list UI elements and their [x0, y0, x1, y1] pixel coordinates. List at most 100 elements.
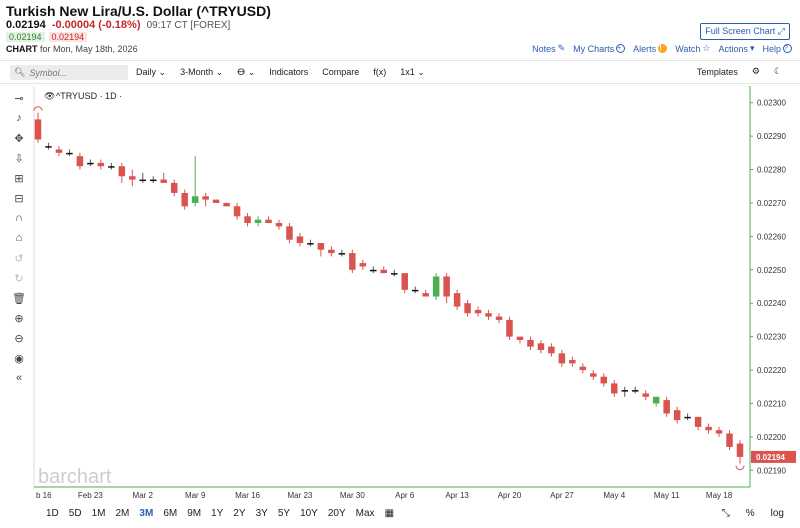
full-screen-chart-button[interactable]: Full Screen Chart ⤢ — [700, 23, 790, 40]
fx-button[interactable]: f(x) — [373, 67, 387, 77]
layout-select[interactable]: 1x1 ⌄ — [400, 67, 425, 78]
candle-body — [422, 293, 429, 297]
help-icon: ? — [783, 44, 792, 53]
candle — [307, 239, 314, 247]
range-buttons: 1D 5D 1M 2M 3M 6M 9M 1Y 2Y 3Y 5Y 10Y 20Y Max ▦ — [46, 508, 394, 519]
range-select[interactable]: 3-Month ⌄ — [180, 67, 223, 78]
shape-tool-icon[interactable]: ✥ — [14, 132, 24, 145]
range-button-1m[interactable]: 1M — [91, 508, 106, 519]
range-button-5d[interactable]: 5D — [68, 508, 82, 519]
x-tick-label: Feb 23 — [78, 491, 103, 500]
theme-toggle-icon[interactable]: ☾ — [773, 66, 782, 76]
range-button-3y[interactable]: 3Y — [255, 508, 268, 519]
measure-tool-icon[interactable]: ⊞ — [14, 172, 24, 185]
candle-body — [485, 313, 492, 317]
help-label: Help — [762, 43, 781, 54]
fib-tool-icon[interactable]: ♪ — [16, 112, 22, 124]
candle-body — [548, 346, 555, 354]
last-price: 0.02194 — [6, 19, 46, 31]
interval-select[interactable]: Daily ⌄ — [136, 67, 166, 78]
chart-grid — [33, 86, 751, 488]
my-charts-label: My Charts — [573, 43, 615, 54]
range-button-max[interactable]: Max — [355, 508, 375, 519]
candle-body — [611, 383, 618, 394]
log-toggle[interactable]: log — [770, 508, 784, 519]
chart-type-select[interactable]: ⴱ ⌄ — [237, 67, 255, 78]
candle-body — [390, 273, 398, 275]
percent-toggle[interactable]: % — [745, 508, 755, 519]
actions-menu[interactable]: Actions ▾ — [718, 43, 754, 54]
watch-link[interactable]: Watch ☆ — [675, 43, 710, 54]
candle — [506, 316, 513, 340]
candle — [726, 430, 733, 451]
range-button-1y[interactable]: 1Y — [211, 508, 224, 519]
candle — [328, 246, 335, 257]
eye-icon[interactable]: ◉ — [14, 352, 24, 365]
candle-body — [474, 309, 482, 314]
candle — [45, 142, 52, 150]
range-button-10y[interactable]: 10Y — [300, 508, 318, 519]
my-charts-link[interactable]: My Charts + — [573, 43, 626, 54]
candle-body — [181, 192, 188, 207]
redo-icon[interactable]: ↻ — [14, 272, 24, 285]
range-button-3m[interactable]: 3M — [139, 508, 154, 519]
range-button-20y[interactable]: 20Y — [327, 508, 346, 519]
alerts-link[interactable]: Alerts! — [633, 44, 668, 54]
candle — [66, 149, 73, 157]
zoom-out-icon[interactable]: ⊖ — [14, 332, 24, 345]
candle — [453, 289, 461, 310]
quote-line: 0.02194 -0.00004 (-0.18%) 09:17 CT [FORE… — [6, 19, 230, 31]
y-tick-label: 0.02280 — [757, 166, 786, 175]
calendar-icon[interactable]: ▦ — [384, 508, 395, 519]
candle — [181, 189, 188, 210]
range-label: 3-Month — [180, 67, 214, 77]
range-button-2y[interactable]: 2Y — [233, 508, 246, 519]
candle-body — [537, 343, 545, 350]
notes-link[interactable]: Notes ✎ — [532, 43, 565, 54]
candle-body — [652, 396, 660, 404]
symbol-search[interactable]: 🔍︎ — [10, 65, 128, 80]
range-button-1d[interactable]: 1D — [46, 508, 59, 519]
range-button-5y[interactable]: 5Y — [277, 508, 291, 519]
line-tool-icon[interactable]: ⊸ — [14, 92, 24, 105]
x-axis: b 16 Feb 23 Mar 2 Mar 9 Mar 16 Mar 23 Mar 30 Ap… — [36, 491, 733, 500]
magnet-icon[interactable]: ∩ — [15, 212, 23, 224]
y-tick-label: 0.02200 — [757, 433, 786, 442]
x-tick-label: May 4 — [603, 491, 625, 500]
visibility-eye-icon[interactable]: 👁︎ — [44, 91, 55, 101]
candle-body — [129, 176, 136, 180]
range-button-6m[interactable]: 6M — [163, 508, 178, 519]
candle — [621, 386, 628, 397]
candle — [422, 289, 429, 297]
candle-body — [328, 249, 335, 254]
candle-body — [715, 430, 723, 434]
candle — [223, 202, 230, 207]
alert-icon: ! — [658, 44, 668, 53]
candle — [34, 112, 42, 143]
indicators-button[interactable]: Indicators — [269, 67, 309, 77]
pattern-tool-icon[interactable]: ⊟ — [14, 192, 24, 205]
templates-button[interactable]: Templates — [696, 66, 738, 77]
candle-body — [66, 152, 73, 155]
gear-icon[interactable]: ⚙ — [751, 66, 760, 76]
candle — [380, 266, 388, 274]
range-button-2m[interactable]: 2M — [115, 508, 130, 519]
candle-body — [464, 303, 471, 314]
price-chart[interactable]: 0.02190 0.02200 0.02210 0.02220 0.02230 0.022… — [0, 86, 800, 502]
star-icon: ☆ — [702, 43, 711, 53]
candle — [87, 159, 94, 167]
trash-icon[interactable]: 🗑︎ — [12, 292, 26, 305]
candle-body — [432, 276, 440, 297]
arrow-tool-icon[interactable]: ⇩ — [14, 152, 24, 165]
range-button-9m[interactable]: 9M — [187, 508, 202, 519]
help-link[interactable]: Help? — [762, 44, 792, 54]
last-price-badge-label: 0.02194 — [756, 453, 785, 462]
expand-icon[interactable]: ⤡ — [721, 508, 730, 519]
collapse-icon[interactable]: « — [15, 372, 23, 384]
compare-button[interactable]: Compare — [322, 67, 360, 77]
undo-icon[interactable]: ↺ — [14, 252, 24, 265]
symbol-search-input[interactable] — [29, 67, 120, 78]
zoom-in-icon[interactable]: ⊕ — [14, 312, 24, 325]
lock-icon[interactable]: ⌂ — [15, 232, 23, 244]
x-tick-label: Mar 2 — [133, 491, 154, 500]
